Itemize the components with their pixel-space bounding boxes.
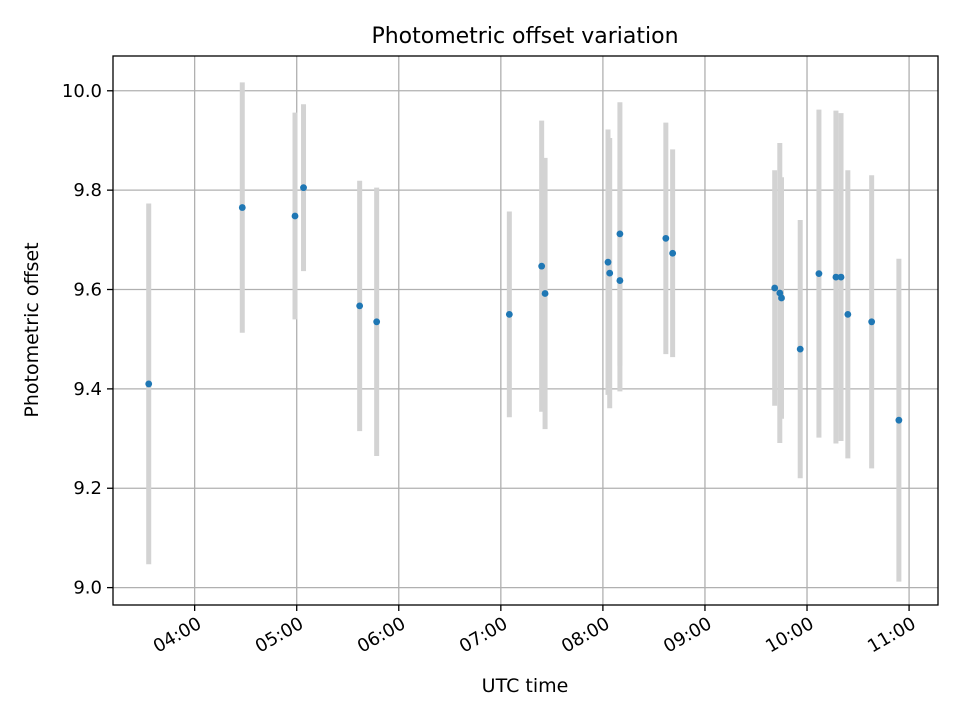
data-point — [832, 273, 840, 281]
y-tick-label: 10.0 — [62, 81, 102, 102]
y-tick-label: 9.8 — [73, 180, 102, 201]
data-point — [616, 230, 624, 238]
data-point — [373, 318, 381, 326]
chart-title: Photometric offset variation — [371, 24, 678, 49]
data-point — [796, 345, 804, 353]
data-point — [837, 273, 845, 281]
data-point — [538, 262, 546, 270]
data-point — [238, 204, 246, 211]
data-point — [815, 270, 823, 278]
y-axis: 9.0 9.2 9.4 9.6 9.8 10.0 — [62, 81, 113, 599]
y-axis-label: Photometric offset — [21, 242, 43, 417]
plot-area — [113, 56, 938, 605]
data-point — [604, 258, 612, 266]
data-point — [505, 310, 513, 318]
data-point — [669, 249, 677, 257]
data-point — [662, 234, 670, 242]
data-points — [145, 184, 903, 424]
data-point — [778, 294, 785, 302]
plot-frame — [112, 55, 939, 606]
data-point — [771, 284, 779, 292]
data-point — [300, 184, 307, 192]
data-point — [291, 212, 299, 220]
y-tick-label: 9.2 — [73, 478, 102, 499]
y-tick-label: 9.4 — [73, 379, 102, 400]
data-point — [606, 269, 614, 277]
data-point — [616, 277, 624, 284]
data-point — [895, 416, 903, 424]
data-point — [356, 302, 364, 310]
y-tick-label: 9.6 — [73, 280, 102, 301]
data-point — [541, 290, 549, 297]
data-point — [145, 380, 153, 388]
x-axis-label: UTC time — [482, 675, 569, 697]
data-point — [868, 318, 876, 326]
y-tick-label: 9.0 — [73, 578, 102, 599]
data-point — [844, 310, 852, 318]
